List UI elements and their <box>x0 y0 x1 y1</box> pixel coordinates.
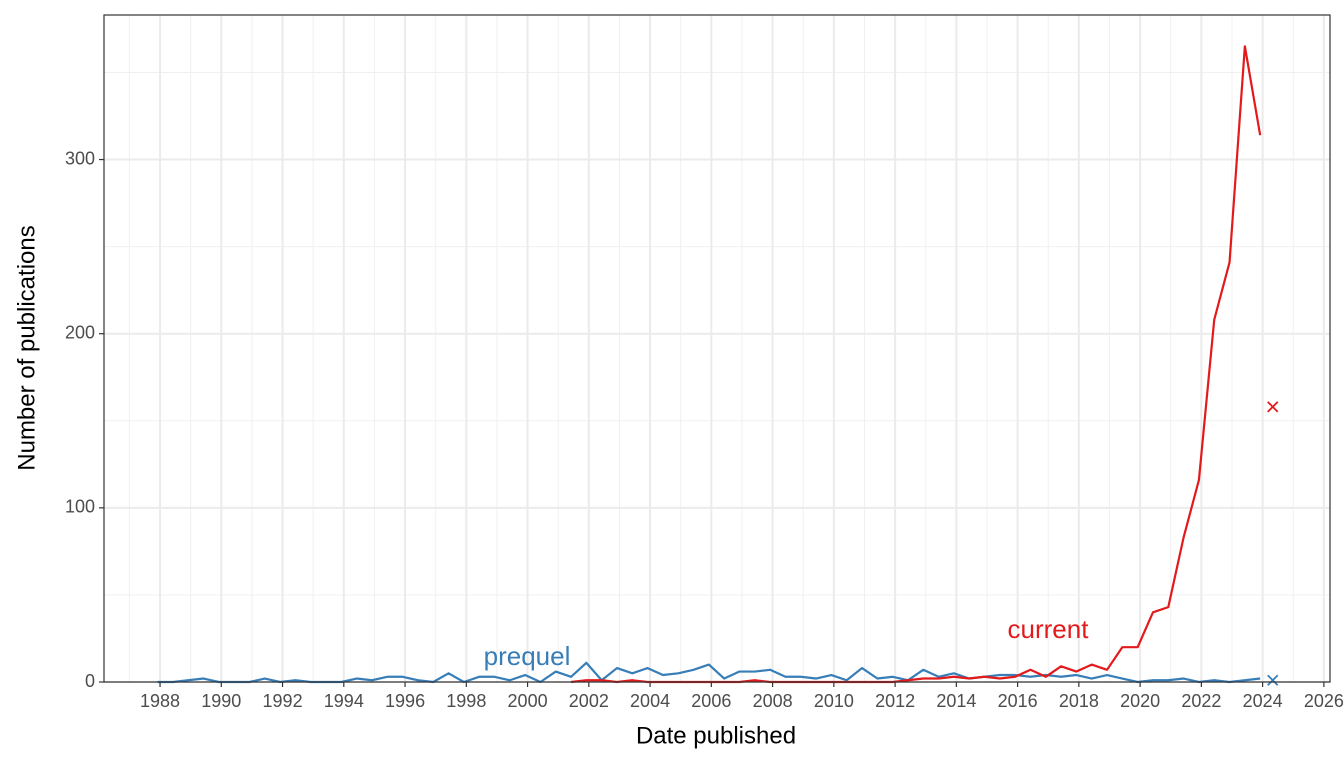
x-tick-label: 2022 <box>1181 691 1221 711</box>
series-label: current <box>1008 614 1090 644</box>
x-tick-label: 2026 <box>1304 691 1344 711</box>
x-tick-label: 1992 <box>263 691 303 711</box>
x-tick-label: 1996 <box>385 691 425 711</box>
x-tick-label: 1994 <box>324 691 364 711</box>
x-tick-label: 2014 <box>936 691 976 711</box>
y-tick-label: 100 <box>65 497 95 517</box>
x-tick-label: 2000 <box>508 691 548 711</box>
panel-border <box>103 14 1331 683</box>
series-label: prequel <box>484 641 571 671</box>
cross-marker <box>1267 401 1279 413</box>
x-tick-label: 1998 <box>446 691 486 711</box>
x-tick-label: 1988 <box>140 691 180 711</box>
y-tick-label: 300 <box>65 148 95 168</box>
x-tick-label: 2018 <box>1059 691 1099 711</box>
series-line <box>570 45 1262 684</box>
x-tick-label: 2004 <box>630 691 670 711</box>
x-tick-label: 2012 <box>875 691 915 711</box>
x-tick-label: 2010 <box>814 691 854 711</box>
x-tick-label: 2002 <box>569 691 609 711</box>
x-tick-label: 2016 <box>998 691 1038 711</box>
y-tick-label: 0 <box>85 671 95 691</box>
grid <box>104 15 1330 683</box>
cross-marker <box>1267 674 1279 686</box>
x-tick-label: 2008 <box>753 691 793 711</box>
x-tick-label: 2024 <box>1243 691 1283 711</box>
x-axis-title: Date published <box>636 722 796 749</box>
x-tick-label: 2020 <box>1120 691 1160 711</box>
x-tick-label: 2006 <box>691 691 731 711</box>
x-tick-label: 1990 <box>201 691 241 711</box>
y-tick-label: 200 <box>65 322 95 342</box>
y-axis-title: Number of publications <box>13 225 40 470</box>
